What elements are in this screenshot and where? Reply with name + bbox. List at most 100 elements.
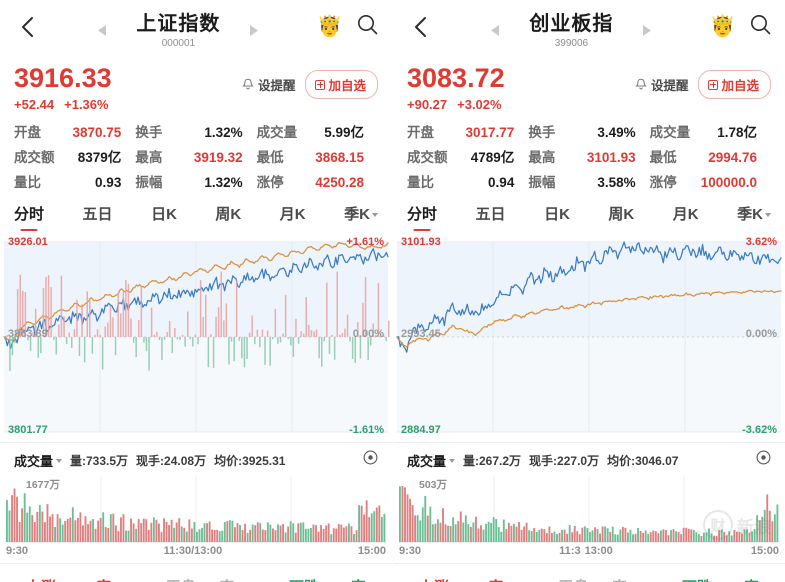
price-change-row: +52.44 +1.36% [14, 97, 242, 113]
stat-cell: 换手 3.49% [528, 121, 649, 141]
stat-value: 3.49% [597, 125, 636, 140]
triangle-right-icon[interactable] [249, 23, 259, 41]
stat-value: 1.78亿 [717, 125, 757, 140]
chart-period-tabs: 分时 五日 日K 周K 月K 季K [0, 191, 392, 232]
volume-avg-price: 均价:3925.31 [214, 453, 286, 468]
search-icon[interactable] [357, 14, 378, 40]
tab-zhouk[interactable]: 周K [215, 203, 241, 232]
tab-label: 分时 [14, 206, 45, 223]
stat-key: 最低 [256, 150, 284, 165]
tab-wuri[interactable]: 五日 [83, 203, 113, 232]
search-icon[interactable] [750, 14, 771, 40]
breadth-value: 184家 [719, 576, 759, 582]
volume-bar-chart[interactable]: 1677万 [0, 476, 392, 544]
back-button[interactable] [407, 10, 433, 44]
tab-zhouk[interactable]: 周K [608, 203, 634, 232]
stat-value: 4789亿 [470, 150, 515, 165]
quote-stats-grid: 开盘 3017.77 换手 3.49% 成交量 1.78亿 成交额 4789亿 最高 31… [393, 113, 785, 191]
stat-cell: 开盘 3870.75 [14, 121, 135, 141]
price-change-row: +90.27 +3.02% [407, 97, 635, 113]
last-price: 3083.72 [407, 63, 505, 93]
tab-jik[interactable]: 季K [737, 203, 771, 232]
triangle-left-icon[interactable] [98, 23, 107, 41]
breadth-label: 下跌 [682, 576, 712, 582]
chevron-down-icon [56, 459, 63, 463]
app-header: 创业板指 399006 🤴 [393, 0, 785, 58]
stat-key: 换手 [528, 125, 556, 140]
stat-key: 量比 [407, 175, 434, 190]
add-to-watchlist-label: 加自选 [328, 79, 366, 93]
breadth-advancing: 上涨 1193家 [419, 576, 504, 582]
tab-wuri[interactable]: 五日 [476, 203, 506, 232]
crown-face-emoji-icon[interactable]: 🤴 [709, 15, 736, 38]
tab-label: 五日 [82, 206, 113, 223]
crown-face-emoji-icon[interactable]: 🤴 [316, 15, 343, 38]
stat-cell: 量比 0.93 [14, 171, 135, 191]
triangle-left-icon[interactable] [491, 23, 500, 41]
stat-key: 成交量 [649, 125, 691, 140]
title-navigator: 上证指数 000001 [40, 10, 317, 51]
stat-key: 最低 [649, 150, 677, 165]
tab-yuek[interactable]: 月K [280, 203, 306, 232]
breadth-value: 12家 [595, 576, 627, 582]
intraday-price-chart[interactable]: 3926.01 +1.61% 3863.89 0.00% 3801.77 -1.… [0, 232, 392, 442]
volume-stats: 量:267.2万 现手:227.0万 均价:3046.07 [463, 452, 678, 469]
stat-cell: 最低 3868.15 [257, 146, 378, 166]
quote-summary: 3083.72 +90.27 +3.02% 设提醒 加自选 [393, 58, 785, 113]
back-button[interactable] [14, 10, 40, 44]
tab-fenshi[interactable]: 分时 [14, 203, 44, 232]
set-alert-button[interactable]: 设提醒 [242, 75, 296, 94]
time-label: 9:30 [6, 545, 29, 557]
breadth-label: 平盘 [558, 576, 588, 582]
add-to-watchlist-button[interactable]: 加自选 [305, 70, 378, 99]
index-name: 上证指数 [136, 13, 221, 35]
last-price: 3916.33 [14, 63, 112, 93]
stat-key: 开盘 [14, 125, 41, 140]
index-code: 000001 [161, 38, 196, 49]
tab-fenshi[interactable]: 分时 [407, 203, 437, 232]
stat-cell: 振幅 1.32% [135, 171, 256, 191]
breadth-label: 平盘 [166, 576, 196, 582]
volume-title[interactable]: 成交量 [14, 451, 63, 470]
set-alert-button[interactable]: 设提醒 [635, 75, 689, 94]
breadth-unchanged: 平盘 50家 [166, 576, 235, 582]
crosshair-icon[interactable] [363, 450, 378, 470]
stat-value: 3017.77 [465, 125, 515, 140]
volume-bar-chart[interactable]: 503万 [393, 476, 785, 544]
change-percent: +3.02% [457, 97, 502, 112]
stat-value: 3868.15 [315, 150, 364, 165]
breadth-value: 351家 [326, 576, 366, 582]
stat-cell: 量比 0.94 [407, 171, 528, 191]
stat-key: 开盘 [407, 125, 434, 140]
breadth-declining: 下跌 184家 [682, 576, 759, 582]
tab-jik[interactable]: 季K [344, 203, 378, 232]
volume-title[interactable]: 成交量 [407, 451, 456, 470]
stat-value: 0.94 [488, 175, 515, 190]
tab-rik[interactable]: 日K [544, 203, 570, 232]
stat-key: 最高 [135, 150, 163, 165]
stat-key: 换手 [135, 125, 163, 140]
stat-value: 1.32% [204, 175, 243, 190]
add-to-watchlist-button[interactable]: 加自选 [698, 70, 771, 99]
set-alert-label: 设提醒 [257, 79, 296, 93]
breadth-advancing: 上涨 1925家 [26, 576, 111, 582]
tab-label: 日K [151, 206, 177, 223]
triangle-right-icon[interactable] [642, 23, 652, 41]
breadth-value: 50家 [203, 576, 235, 582]
time-label: 9:30 [399, 545, 422, 557]
plus-square-icon [315, 79, 326, 90]
intraday-price-chart[interactable]: 3101.93 3.62% 2993.45 0.00% 2884.97 -3.6… [393, 232, 785, 442]
stat-cell: 涨停 4250.28 [257, 171, 378, 191]
change-absolute: +52.44 [14, 97, 55, 112]
crosshair-icon[interactable] [756, 450, 771, 470]
stat-cell: 成交量 1.78亿 [650, 121, 771, 141]
panel-shanghai-index: 上证指数 000001 🤴 3916.33 +52.44 +1.36 [0, 0, 392, 582]
quote-summary: 3916.33 +52.44 +1.36% 设提醒 加自选 [0, 58, 392, 113]
market-breadth: 上涨 1925家 平盘 50家 下跌 351家 [0, 563, 392, 582]
set-alert-label: 设提醒 [650, 79, 689, 93]
time-label: 11:3 [559, 545, 581, 557]
tab-rik[interactable]: 日K [151, 203, 177, 232]
quote-stats-grid: 开盘 3870.75 换手 1.32% 成交量 5.99亿 成交额 8379亿 最高 39… [0, 113, 392, 191]
tab-yuek[interactable]: 月K [673, 203, 699, 232]
